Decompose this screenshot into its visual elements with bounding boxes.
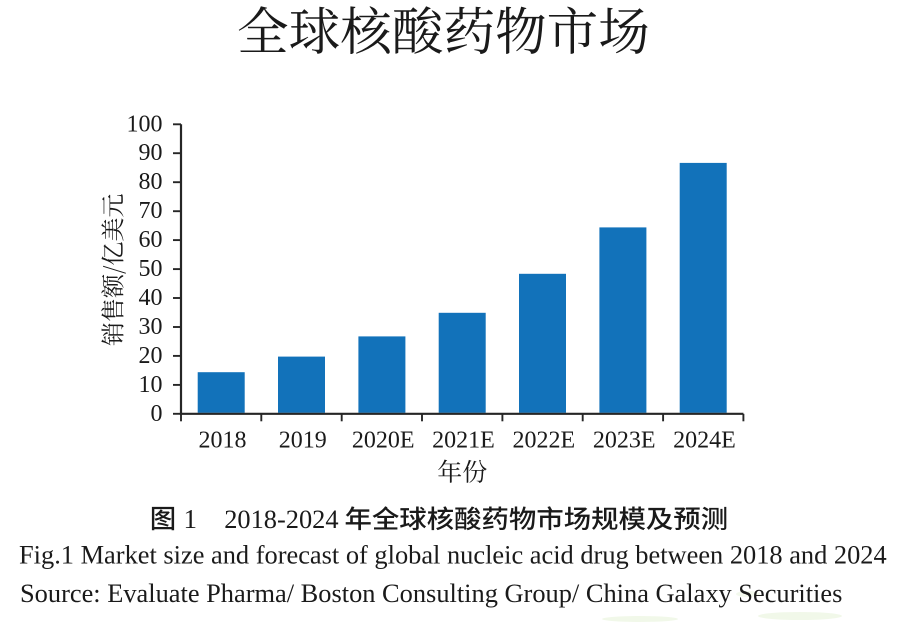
svg-text:20: 20 bbox=[139, 343, 163, 369]
svg-text:90: 90 bbox=[139, 140, 163, 166]
svg-text:2024E: 2024E bbox=[673, 427, 736, 453]
svg-text:Source: Evaluate Pharma/ Bosto: Source: Evaluate Pharma/ Boston Consulti… bbox=[20, 578, 842, 608]
svg-text:0: 0 bbox=[151, 401, 163, 427]
svg-text:70: 70 bbox=[139, 198, 163, 224]
svg-text:Fig.1 Market size and forecast: Fig.1 Market size and forecast of global… bbox=[19, 540, 887, 570]
svg-text:80: 80 bbox=[139, 169, 163, 195]
svg-text:2019: 2019 bbox=[279, 427, 327, 453]
svg-text:100: 100 bbox=[127, 111, 163, 137]
svg-text:2018-2024: 2018-2024 bbox=[224, 504, 338, 534]
svg-text:60: 60 bbox=[139, 227, 163, 253]
svg-text:1: 1 bbox=[184, 504, 198, 534]
svg-text:10: 10 bbox=[139, 372, 163, 398]
svg-text:30: 30 bbox=[139, 314, 163, 340]
svg-text:2023E: 2023E bbox=[593, 427, 656, 453]
svg-text:50: 50 bbox=[139, 256, 163, 282]
svg-text:2020E: 2020E bbox=[352, 427, 415, 453]
svg-text:40: 40 bbox=[139, 285, 163, 311]
svg-text:2021E: 2021E bbox=[432, 427, 495, 453]
svg-text:2022E: 2022E bbox=[512, 427, 575, 453]
svg-text:2018: 2018 bbox=[199, 427, 247, 453]
